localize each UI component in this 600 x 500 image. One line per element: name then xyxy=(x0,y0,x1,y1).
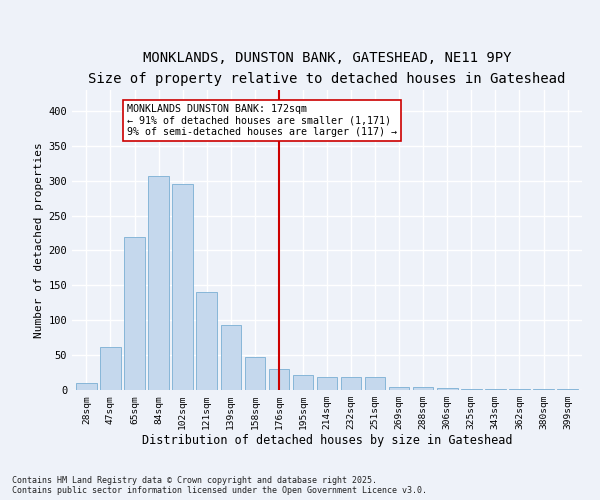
Bar xyxy=(269,369,289,390)
Bar xyxy=(413,386,433,390)
Title: MONKLANDS, DUNSTON BANK, GATESHEAD, NE11 9PY
Size of property relative to detach: MONKLANDS, DUNSTON BANK, GATESHEAD, NE11… xyxy=(88,52,566,86)
Y-axis label: Number of detached properties: Number of detached properties xyxy=(34,142,44,338)
Bar xyxy=(148,176,169,390)
Bar xyxy=(317,378,337,390)
Bar xyxy=(341,378,361,390)
X-axis label: Distribution of detached houses by size in Gateshead: Distribution of detached houses by size … xyxy=(142,434,512,446)
Bar xyxy=(172,184,193,390)
Bar xyxy=(389,386,409,390)
Bar xyxy=(365,378,385,390)
Bar xyxy=(124,236,145,390)
Text: Contains HM Land Registry data © Crown copyright and database right 2025.
Contai: Contains HM Land Registry data © Crown c… xyxy=(12,476,427,495)
Text: MONKLANDS DUNSTON BANK: 172sqm
← 91% of detached houses are smaller (1,171)
9% o: MONKLANDS DUNSTON BANK: 172sqm ← 91% of … xyxy=(127,104,397,137)
Bar xyxy=(509,388,530,390)
Bar xyxy=(293,374,313,390)
Bar xyxy=(100,346,121,390)
Bar xyxy=(196,292,217,390)
Bar xyxy=(461,388,482,390)
Bar xyxy=(221,325,241,390)
Bar xyxy=(245,357,265,390)
Bar xyxy=(557,388,578,390)
Bar xyxy=(485,388,506,390)
Bar xyxy=(533,388,554,390)
Bar xyxy=(437,388,458,390)
Bar xyxy=(76,383,97,390)
